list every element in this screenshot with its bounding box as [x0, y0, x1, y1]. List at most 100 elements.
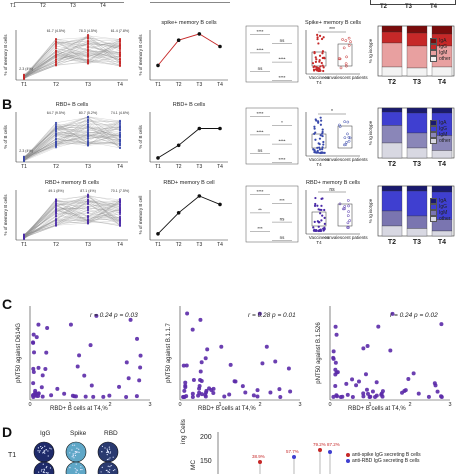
scatter-point-convalescent [345, 141, 348, 144]
scatter-point-convalescent [347, 135, 351, 139]
scatter-point-convalescent [346, 120, 350, 124]
trajectory-line [23, 141, 121, 158]
trajectory-line [23, 134, 121, 160]
corr-point [40, 373, 45, 378]
corr-point [55, 386, 60, 391]
corr-point [34, 335, 39, 340]
corr-point [335, 370, 340, 375]
pct-label-3: 61.4 (7.8%) [111, 29, 130, 33]
scatter-point-vaccinees [314, 56, 317, 59]
corr-point [45, 325, 50, 330]
legend-item-iga: IgA [430, 38, 450, 44]
elispot-spot [106, 451, 108, 453]
mean-point-1 [176, 211, 181, 215]
trajectory-point [87, 140, 89, 143]
trajectory-point [23, 157, 25, 159]
mean-point-1 [176, 143, 181, 148]
legend-label: other [439, 138, 451, 144]
isotype-legend-spike-memory: IgA IgG IgM other [430, 38, 450, 62]
corr-point [183, 385, 188, 390]
legend-label: other [439, 56, 451, 62]
top-tick-st3: T3 [405, 4, 413, 10]
panel-letter-c: C [2, 296, 13, 312]
corr-xlabel-1: RBD+ B cells at T4,% [50, 406, 108, 412]
trajectory-line [23, 120, 121, 160]
legend-label: IgM [439, 210, 448, 216]
corr-point [406, 377, 411, 382]
corr-point [182, 388, 187, 393]
trajectory-point [55, 129, 57, 132]
trajectory-point [119, 44, 121, 47]
trajectory-point [119, 57, 121, 59]
corr-point [340, 394, 345, 399]
corr-ylabel: pNT50 against B.1.1.7 [166, 322, 172, 382]
elispot-spot [107, 452, 109, 454]
stack-segment-other [406, 67, 428, 77]
scatter-point-vaccinees [321, 132, 324, 135]
trajectory-point [119, 42, 121, 45]
elispot-spot [75, 451, 77, 453]
stack-segment-IgM [406, 45, 428, 69]
stack-segment-IgM [381, 125, 403, 144]
d-pct-3: 79.2% 87.2% [313, 442, 340, 447]
corr-point [124, 360, 129, 365]
scatter-point-vaccinees [313, 149, 316, 152]
trajectory-point [87, 123, 89, 126]
trajectory-line [23, 61, 121, 79]
trajectory-point [87, 222, 89, 225]
elispot-spot [74, 467, 76, 470]
elispot-spot [38, 471, 40, 473]
scatter-point-convalescent [342, 46, 346, 50]
trajectory-point [119, 126, 121, 129]
panel-letter-d: D [2, 424, 13, 440]
scatter-point-vaccinees [315, 119, 318, 122]
corr-point [273, 359, 278, 364]
elispot-spot [71, 449, 73, 451]
trajectory-point [55, 132, 57, 135]
legend-swatch [430, 198, 437, 204]
trajectory-point [55, 50, 57, 52]
group-sub: T4 [316, 80, 322, 85]
line-xtick-T4: T4 [117, 242, 123, 248]
corr-point [331, 355, 336, 360]
scatter-point-convalescent [347, 36, 351, 40]
trajectory-point [55, 53, 57, 55]
elispot-spot [46, 465, 48, 468]
trajectory-point [23, 237, 25, 240]
trajectory-point [119, 212, 121, 215]
stack-xlabel-T2: T2 [388, 161, 396, 168]
mean-point-0 [156, 156, 160, 160]
corr-point [365, 391, 370, 396]
sig-label-4: ns [258, 66, 264, 71]
sig-label-1: ns [280, 38, 286, 43]
trajectory-point [87, 212, 89, 214]
group-label-convalescent: convalescent patients [324, 75, 368, 80]
sig-label-1: * [281, 120, 283, 125]
elispot-spot [108, 446, 110, 448]
trajectory-point [23, 158, 25, 161]
trajectory-point [87, 121, 89, 124]
mean-point-0 [156, 232, 160, 236]
legend-swatch [430, 204, 437, 210]
corr-point [75, 364, 80, 369]
corr-point [128, 317, 133, 322]
isotype-legend-rbd-b: IgA IgG IgM other [430, 120, 450, 144]
sig-label-2: **** [256, 129, 263, 134]
legend-item-other: other [430, 138, 450, 144]
scatter-point-vaccinees [322, 66, 325, 69]
corr-point [260, 361, 265, 366]
scatter-point-convalescent [338, 123, 341, 127]
scatter-point-vaccinees [314, 68, 318, 71]
trajectory-line [23, 199, 121, 238]
trajectory-point [119, 139, 121, 142]
trajectory-point [55, 56, 57, 59]
scatter-point-vaccinees [320, 119, 323, 122]
corr-point [190, 394, 195, 399]
trajectory-point [87, 33, 89, 36]
stack-segment-other [431, 230, 453, 237]
sig-label-5: **** [278, 157, 285, 162]
trajectory-line [23, 126, 121, 160]
corr-point [198, 317, 203, 322]
trajectory-line [23, 40, 121, 78]
